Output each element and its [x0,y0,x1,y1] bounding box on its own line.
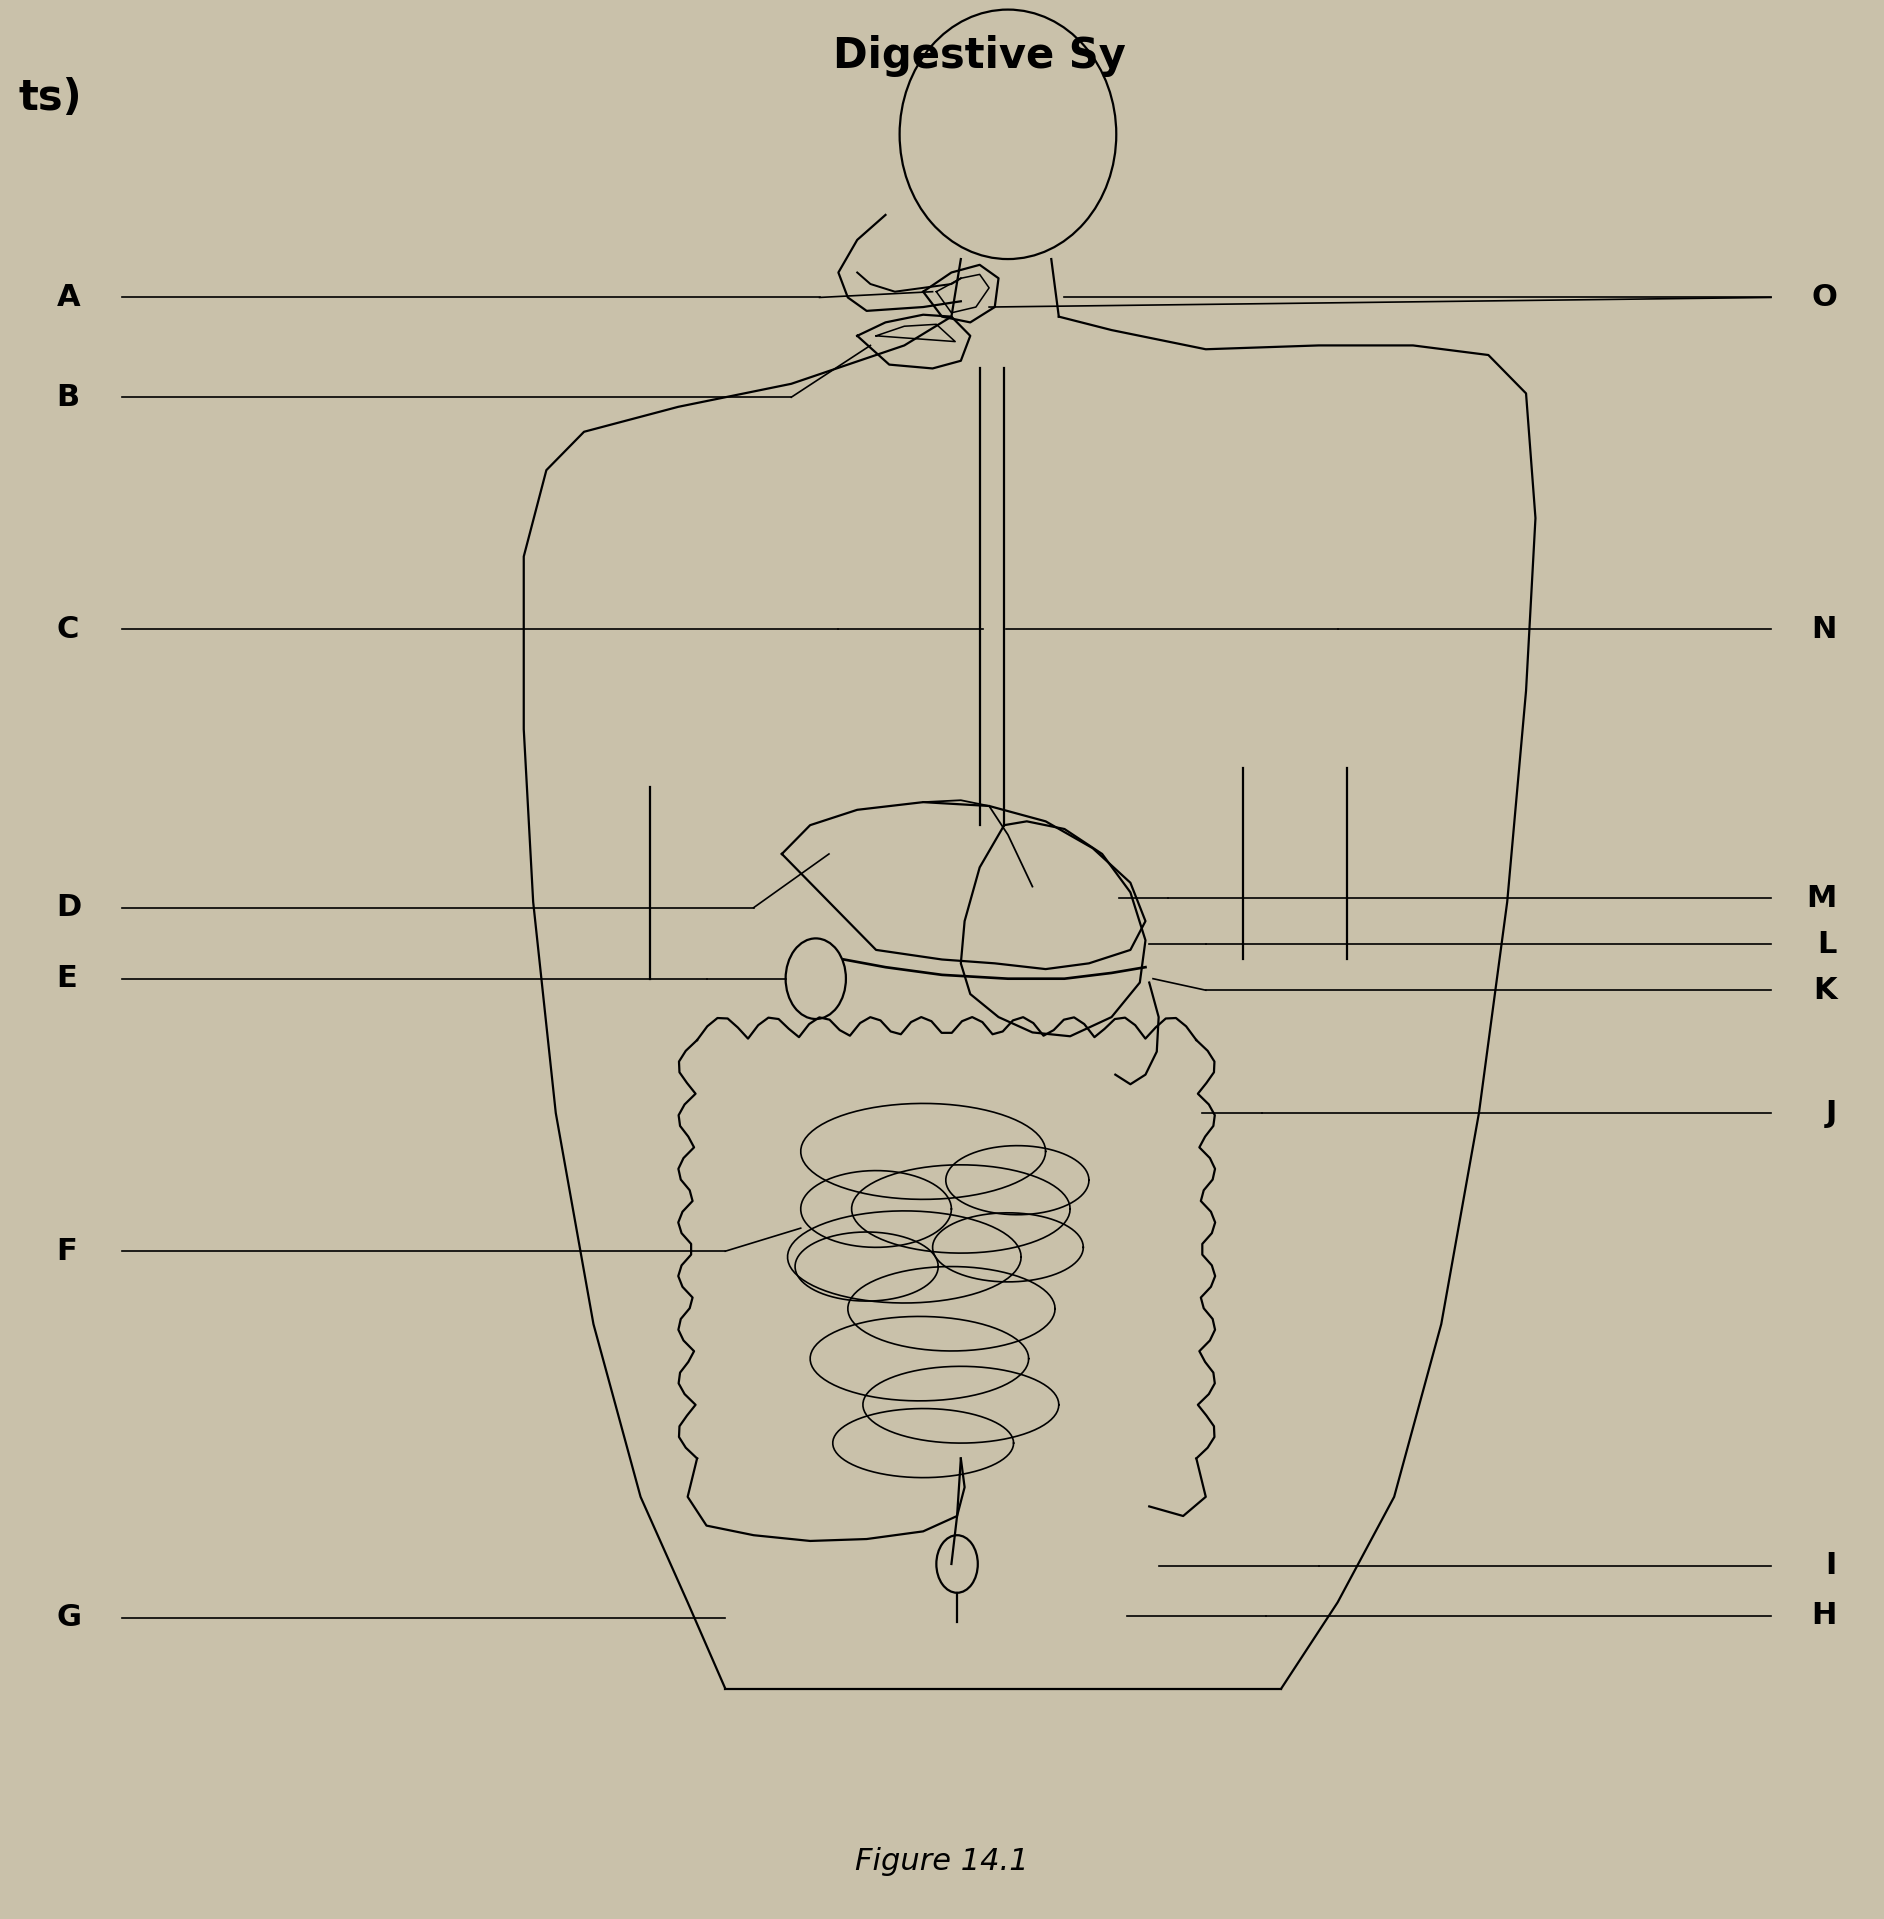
Text: C: C [57,614,79,645]
Text: O: O [1811,282,1837,313]
Text: N: N [1812,614,1837,645]
Text: M: M [1807,883,1837,913]
Text: Digestive Sy: Digestive Sy [833,35,1127,77]
Text: ts): ts) [19,77,83,119]
Text: A: A [57,282,81,313]
Text: K: K [1812,975,1837,1006]
Text: B: B [57,382,79,413]
Text: Figure 14.1: Figure 14.1 [855,1846,1029,1877]
Text: I: I [1826,1551,1837,1581]
Text: G: G [57,1602,81,1633]
Text: F: F [57,1236,77,1267]
Text: H: H [1812,1600,1837,1631]
Text: D: D [57,892,81,923]
Text: E: E [57,963,77,994]
Text: L: L [1818,929,1837,960]
Text: J: J [1826,1098,1837,1128]
